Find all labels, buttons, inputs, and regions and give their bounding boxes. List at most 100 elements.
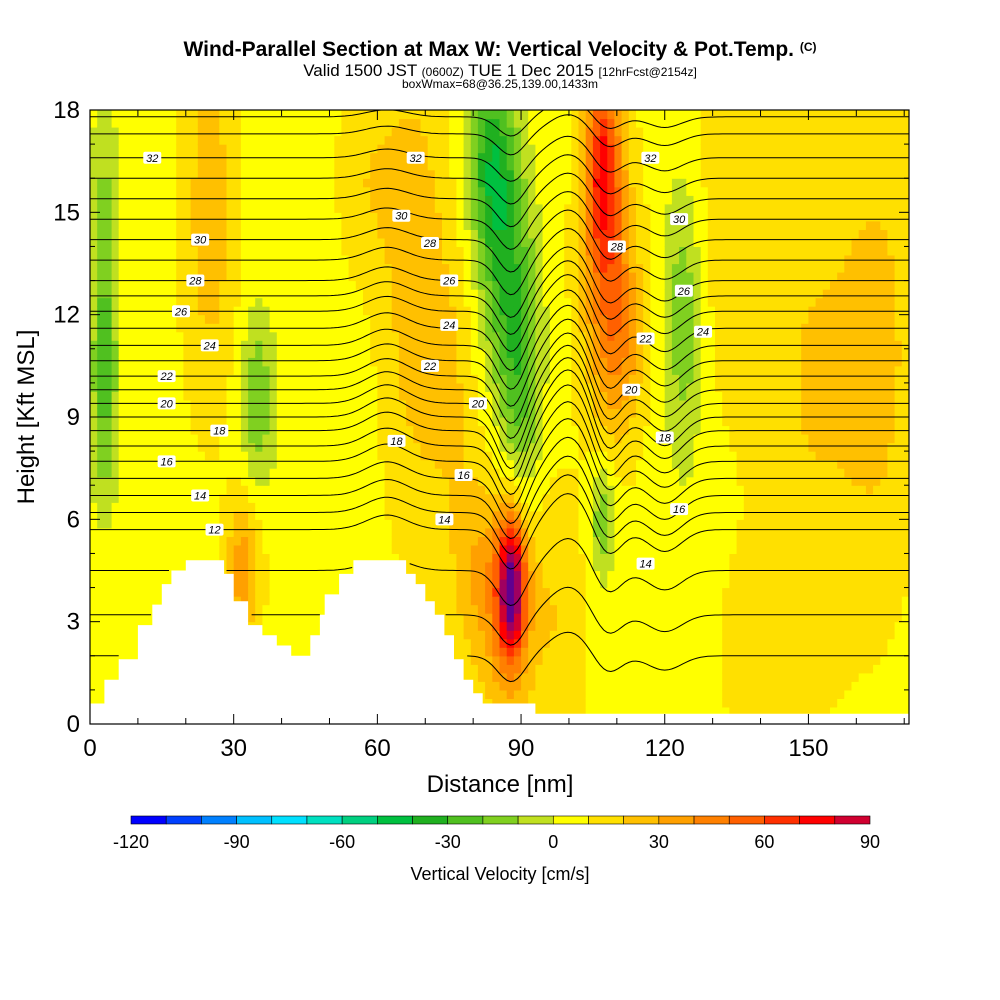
- velocity-cell: [492, 135, 501, 145]
- velocity-cell: [118, 613, 127, 623]
- velocity-cell: [456, 135, 465, 145]
- velocity-cell: [542, 706, 551, 716]
- velocity-cell: [118, 263, 127, 273]
- velocity-cell: [506, 570, 515, 580]
- velocity-cell: [434, 459, 443, 469]
- velocity-cell: [197, 323, 206, 333]
- velocity-cell: [118, 527, 127, 537]
- velocity-cell: [549, 655, 558, 665]
- velocity-cell: [477, 152, 486, 162]
- velocity-cell: [578, 425, 587, 435]
- velocity-cell: [391, 186, 400, 196]
- velocity-cell: [248, 434, 256, 444]
- velocity-cell: [255, 280, 263, 290]
- velocity-cell: [363, 186, 371, 196]
- velocity-cell: [341, 451, 350, 461]
- velocity-cell: [470, 152, 479, 162]
- velocity-cell: [104, 621, 113, 631]
- velocity-cell: [549, 613, 558, 623]
- velocity-cell: [499, 408, 508, 418]
- velocity-cell: [470, 391, 479, 401]
- velocity-cell: [341, 161, 350, 171]
- velocity-cell: [355, 118, 364, 128]
- velocity-cell: [176, 417, 184, 427]
- velocity-cell: [305, 340, 314, 350]
- velocity-cell: [140, 229, 149, 239]
- velocity-cell: [334, 570, 343, 580]
- velocity-cell: [276, 340, 285, 350]
- velocity-cell: [564, 587, 572, 597]
- velocity-cell: [513, 348, 522, 358]
- velocity-cell: [104, 553, 113, 563]
- velocity-cell: [513, 553, 522, 563]
- velocity-cell: [463, 263, 472, 273]
- velocity-cell: [240, 544, 249, 554]
- velocity-cell: [363, 459, 371, 469]
- velocity-cell: [578, 348, 587, 358]
- velocity-cell: [420, 476, 429, 486]
- velocity-cell: [133, 587, 141, 597]
- velocity-cell: [406, 161, 414, 171]
- velocity-cell: [370, 255, 378, 265]
- velocity-cell: [449, 127, 457, 137]
- velocity-cell: [485, 638, 493, 648]
- velocity-cell: [176, 220, 184, 230]
- velocity-cell: [549, 348, 558, 358]
- velocity-cell: [470, 510, 479, 520]
- velocity-cell: [140, 553, 149, 563]
- velocity-cell: [370, 468, 378, 478]
- velocity-cell: [248, 340, 256, 350]
- velocity-cell: [176, 562, 184, 572]
- velocity-cell: [477, 169, 486, 179]
- velocity-cell: [456, 476, 465, 486]
- velocity-cell: [147, 485, 156, 495]
- velocity-cell: [284, 306, 292, 316]
- velocity-cell: [470, 493, 479, 503]
- velocity-cell: [111, 417, 120, 427]
- velocity-cell: [463, 246, 472, 256]
- velocity-cell: [384, 485, 393, 495]
- velocity-cell: [485, 357, 493, 367]
- velocity-cell: [169, 408, 177, 418]
- velocity-cell: [125, 161, 134, 171]
- velocity-cell: [499, 638, 508, 648]
- velocity-cell: [269, 169, 278, 179]
- velocity-cell: [327, 348, 335, 358]
- velocity-cell: [499, 255, 508, 265]
- velocity-cell: [233, 587, 242, 597]
- velocity-cell: [298, 323, 307, 333]
- velocity-cell: [492, 655, 501, 665]
- velocity-cell: [312, 127, 321, 137]
- velocity-cell: [585, 681, 594, 691]
- velocity-cell: [585, 613, 594, 623]
- velocity-cell: [219, 340, 228, 350]
- velocity-cell: [442, 442, 450, 452]
- velocity-cell: [406, 297, 414, 307]
- velocity-cell: [384, 502, 393, 512]
- velocity-cell: [233, 212, 242, 222]
- velocity-cell: [413, 144, 422, 154]
- velocity-cell: [406, 562, 414, 572]
- velocity-cell: [542, 562, 551, 572]
- velocity-cell: [449, 229, 457, 239]
- velocity-cell: [334, 451, 343, 461]
- velocity-cell: [233, 348, 242, 358]
- velocity-cell: [377, 374, 386, 384]
- velocity-cell: [463, 476, 472, 486]
- velocity-cell: [449, 178, 457, 188]
- velocity-cell: [97, 186, 105, 196]
- velocity-cell: [363, 382, 371, 392]
- velocity-cell: [427, 596, 436, 606]
- velocity-cell: [506, 297, 515, 307]
- velocity-cell: [549, 340, 558, 350]
- velocity-cell: [118, 442, 127, 452]
- velocity-cell: [276, 519, 285, 529]
- velocity-cell: [284, 510, 292, 520]
- velocity-cell: [420, 340, 429, 350]
- velocity-cell: [111, 485, 120, 495]
- velocity-cell: [298, 203, 307, 213]
- velocity-cell: [355, 357, 364, 367]
- velocity-cell: [97, 169, 105, 179]
- velocity-cell: [348, 425, 357, 435]
- velocity-cell: [413, 510, 422, 520]
